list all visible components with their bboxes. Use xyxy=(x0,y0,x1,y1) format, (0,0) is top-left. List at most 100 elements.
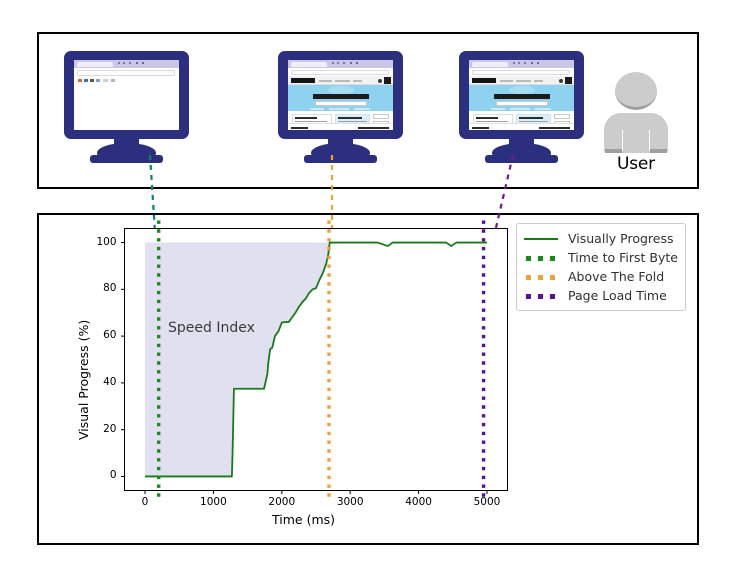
legend-label: Visually Progress xyxy=(568,231,674,246)
browser-titlebar-controls xyxy=(332,62,372,66)
nav-item[interactable] xyxy=(353,80,362,82)
browser-tabstrip xyxy=(77,61,113,67)
legend-item: Page Load Time xyxy=(522,286,678,305)
nav-item[interactable] xyxy=(319,80,332,82)
hero-banner xyxy=(469,85,574,111)
legend-swatch xyxy=(522,233,560,245)
legend-item: Time to First Byte xyxy=(522,248,678,267)
browser-tabstrip xyxy=(472,61,508,67)
browser-titlebar xyxy=(288,60,393,68)
browser-address-bar[interactable] xyxy=(291,70,389,75)
browser-bookmarks-bar xyxy=(78,79,138,83)
y-tick-label: 60 xyxy=(103,329,117,342)
cloud-illustration xyxy=(328,86,354,94)
nav-item[interactable] xyxy=(335,80,350,82)
sidebar-input[interactable] xyxy=(554,114,570,119)
x-tick-label: 4000 xyxy=(405,495,432,508)
site-footer xyxy=(288,123,393,130)
site-footer xyxy=(469,123,574,130)
legend-swatch xyxy=(522,290,560,302)
monitor-filmstrip-panel xyxy=(37,32,699,189)
hero-banner xyxy=(288,85,393,111)
user-arm-gap-left xyxy=(622,130,623,151)
cloud-illustration xyxy=(509,86,535,94)
hero-link[interactable] xyxy=(354,108,370,110)
nav-item[interactable] xyxy=(500,80,513,82)
legend-label: Time to First Byte xyxy=(568,250,678,265)
site-navbar xyxy=(288,76,393,85)
hero-link[interactable] xyxy=(310,108,324,110)
card-heading xyxy=(338,117,362,119)
legend-swatch xyxy=(522,252,560,264)
card-text xyxy=(519,121,548,122)
site-logo xyxy=(291,78,315,83)
hero-link[interactable] xyxy=(329,108,349,110)
monitor-complete xyxy=(459,51,595,169)
monitor-base xyxy=(485,155,558,163)
hero-link[interactable] xyxy=(510,108,530,110)
legend-item: Above The Fold xyxy=(522,267,678,286)
x-tick-label: 2000 xyxy=(268,495,296,508)
hero-link[interactable] xyxy=(491,108,505,110)
user-shadow-left xyxy=(605,149,622,153)
chart-legend: Visually Progress Time to First Byte Above… xyxy=(516,223,686,311)
browser-titlebar xyxy=(469,60,574,68)
legend-swatch xyxy=(522,271,560,283)
nav-gear-icon[interactable] xyxy=(559,79,563,83)
browser-address-bar[interactable] xyxy=(77,70,175,76)
card-heading xyxy=(295,117,317,119)
speed-index-shaded-region xyxy=(145,242,330,477)
y-tick-label: 20 xyxy=(103,422,117,435)
y-tick-label: 100 xyxy=(96,235,117,248)
hero-search-input[interactable] xyxy=(496,101,548,106)
footer-text xyxy=(539,126,570,129)
browser-address-bar[interactable] xyxy=(472,70,570,75)
monitor-base xyxy=(90,155,163,163)
site-navbar xyxy=(469,76,574,85)
legend-item: Visually Progress xyxy=(522,229,678,248)
hero-headline xyxy=(494,94,550,99)
user-shadow-right xyxy=(650,149,667,153)
user-arm-gap-right xyxy=(649,130,650,151)
nav-gear-icon[interactable] xyxy=(378,79,382,83)
axis-ticks xyxy=(121,242,488,494)
monitor-base xyxy=(304,155,377,163)
speed-index-annotation: Speed Index xyxy=(168,320,255,336)
nav-item[interactable] xyxy=(516,80,531,82)
x-tick-label: 1000 xyxy=(200,495,227,508)
monitor-screen xyxy=(288,60,393,130)
site-logo xyxy=(472,78,496,83)
y-tick-label: 40 xyxy=(103,375,117,388)
monitor-blank xyxy=(64,51,200,169)
monitor-partial xyxy=(278,51,414,169)
sidebar-input[interactable] xyxy=(373,114,389,119)
user-figure: User xyxy=(601,72,671,174)
visually-progress-curve xyxy=(145,241,487,478)
footer-text xyxy=(358,126,389,129)
y-tick-label: 0 xyxy=(109,469,117,482)
hero-link[interactable] xyxy=(535,108,551,110)
user-head-icon xyxy=(615,72,657,110)
card-heading xyxy=(519,117,543,119)
x-axis-label: Time (ms) xyxy=(272,512,336,527)
monitor-screen xyxy=(74,60,179,130)
hero-search-input[interactable] xyxy=(315,101,367,106)
card-text xyxy=(295,121,327,122)
x-tick-label: 3000 xyxy=(336,495,364,508)
nav-menu-icon[interactable] xyxy=(565,77,572,84)
hero-headline xyxy=(313,94,369,99)
legend-label: Page Load Time xyxy=(568,288,667,303)
browser-titlebar xyxy=(74,60,179,68)
browser-titlebar-controls xyxy=(118,62,158,66)
user-label: User xyxy=(617,154,655,174)
nav-item[interactable] xyxy=(534,80,543,82)
legend-label: Above The Fold xyxy=(568,269,665,284)
browser-tabstrip xyxy=(291,61,327,67)
card-text xyxy=(338,121,367,122)
browser-titlebar-controls xyxy=(513,62,553,66)
nav-menu-icon[interactable] xyxy=(384,77,391,84)
card-text xyxy=(476,121,508,122)
card-heading xyxy=(476,117,498,119)
